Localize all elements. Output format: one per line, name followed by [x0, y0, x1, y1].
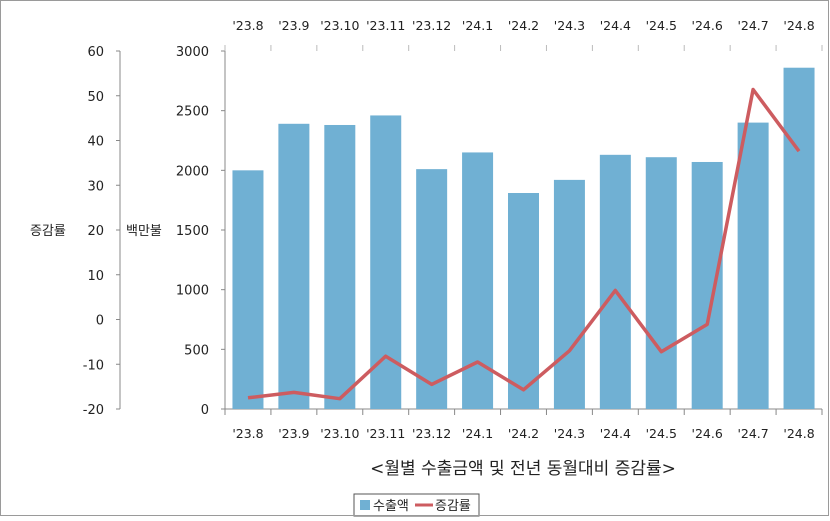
category-label-top: '24.5: [646, 18, 677, 33]
legend-bar-swatch: [360, 500, 370, 510]
category-label-top: '23.10: [320, 18, 359, 33]
bar: [416, 169, 448, 409]
category-label-bottom: '24.8: [783, 426, 814, 441]
category-label-top: '23.9: [278, 18, 309, 33]
primary-tick-label: 500: [184, 343, 209, 358]
category-label-bottom: '24.3: [554, 426, 585, 441]
primary-tick-label: 1000: [176, 284, 209, 299]
legend-bar-label: 수출액: [373, 499, 409, 514]
category-label-top: '24.2: [508, 18, 539, 33]
secondary-tick-label: -10: [83, 358, 104, 373]
bar: [508, 193, 539, 409]
category-label-bottom: '24.7: [737, 426, 768, 441]
legend: 수출액 증감률: [353, 493, 480, 517]
top-category-labels: '23.8 '23.9 '23.10 '23.11 '23.12 '24.1 '24.2 '2…: [232, 18, 814, 33]
primary-axis-label: 백만불: [126, 224, 162, 239]
bottom-category-labels: '23.8 '23.9 '23.10 '23.11 '23.12 '24.1 '24.2 '2…: [232, 426, 814, 441]
bar: [783, 67, 815, 409]
category-label-top: '24.3: [554, 18, 585, 33]
category-label-bottom: '24.2: [508, 426, 539, 441]
category-label-bottom: '24.4: [600, 426, 631, 441]
line-series: [247, 87, 801, 401]
secondary-axis-label: 증감률: [30, 224, 66, 239]
category-label-bottom: '24.5: [646, 426, 677, 441]
category-label-top: '23.12: [412, 18, 451, 33]
secondary-axis: -20 -10 0 10 20 30 40 50 60: [83, 45, 121, 418]
category-label-top: '24.8: [783, 18, 814, 33]
category-label-top: '24.7: [737, 18, 768, 33]
secondary-tick-label: 0: [96, 314, 104, 329]
category-label-top: '24.6: [692, 18, 723, 33]
secondary-tick-label: 10: [87, 269, 104, 284]
secondary-tick-label: 50: [87, 90, 104, 105]
bar: [553, 179, 585, 409]
bar: [232, 170, 264, 409]
category-label-bottom: '24.1: [462, 426, 493, 441]
bar: [737, 122, 769, 409]
category-label-top: '24.1: [462, 18, 493, 33]
category-label-bottom: '23.12: [412, 426, 451, 441]
bar: [324, 124, 356, 409]
category-label-bottom: '23.10: [320, 426, 359, 441]
category-label-top: '23.11: [366, 18, 405, 33]
secondary-tick-label: 40: [87, 135, 104, 150]
bar: [278, 123, 310, 409]
category-label-top: '23.8: [232, 18, 263, 33]
bar: [599, 154, 631, 409]
bar: [691, 161, 723, 409]
category-label-bottom: '23.11: [366, 426, 405, 441]
bar: [370, 115, 402, 409]
bar-series: [232, 67, 815, 409]
primary-tick-label: 3000: [176, 45, 209, 60]
primary-tick-label: 0: [201, 403, 209, 418]
category-label-top: '24.4: [600, 18, 631, 33]
secondary-tick-label: 30: [87, 179, 104, 194]
growth-line: [247, 87, 801, 401]
primary-tick-label: 1500: [176, 224, 209, 239]
secondary-tick-label: -20: [83, 403, 104, 418]
primary-tick-label: 2500: [176, 105, 209, 120]
category-label-bottom: '24.6: [692, 426, 723, 441]
chart-title: <월별 수출금액 및 전년 동월대비 증감률>: [370, 459, 676, 479]
legend-line-label: 증감률: [435, 499, 471, 514]
secondary-tick-label: 60: [87, 45, 104, 60]
category-label-bottom: '23.8: [232, 426, 263, 441]
bar: [645, 157, 677, 409]
secondary-tick-label: 20: [87, 224, 104, 239]
category-label-bottom: '23.9: [278, 426, 309, 441]
primary-tick-label: 2000: [176, 164, 209, 179]
